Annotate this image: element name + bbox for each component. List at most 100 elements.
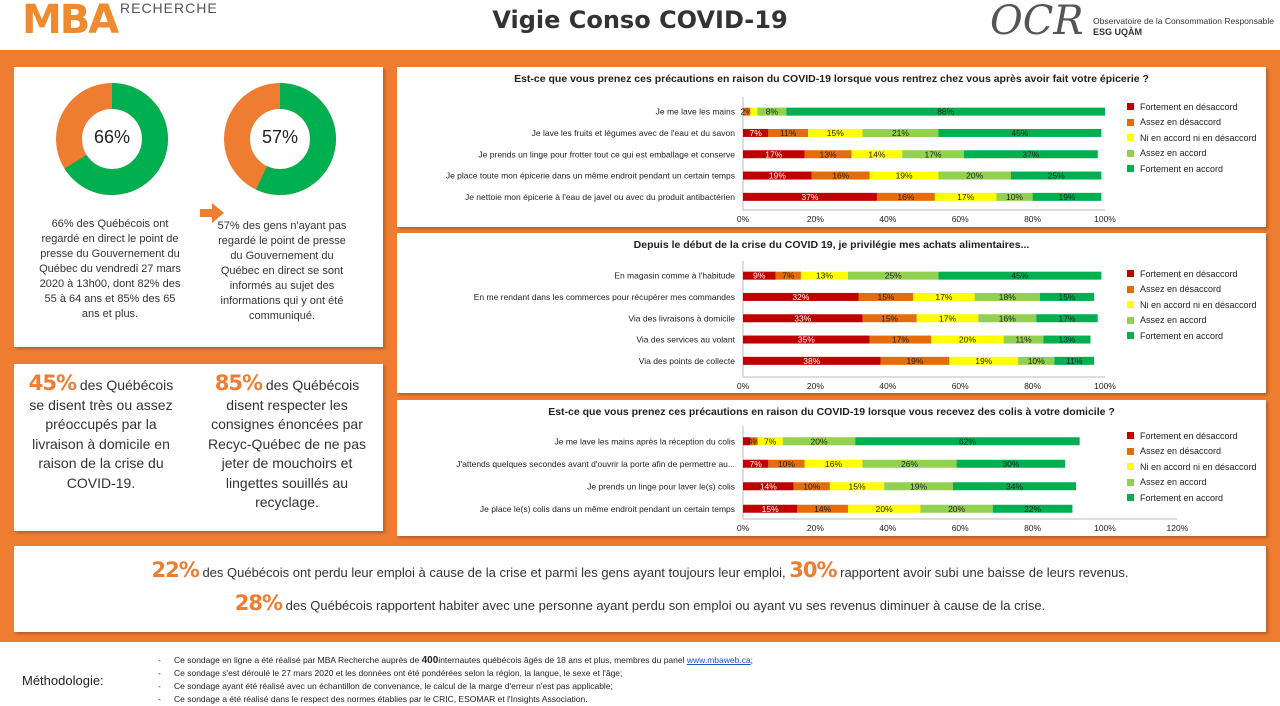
data-label: 16% (832, 171, 849, 181)
data-label: 25% (1048, 171, 1065, 181)
category-label: Via des services au volant (636, 335, 735, 345)
data-label: 15% (849, 481, 866, 491)
legend-label: Assez en désaccord (1140, 117, 1222, 128)
method-punct: ; (750, 655, 754, 665)
stat-recyc-percent: 85% (214, 371, 263, 395)
data-label: 17% (935, 292, 952, 302)
bar-segment (996, 192, 1033, 201)
methodology-item: Ce sondage s'est déroulé le 27 mars 2020… (158, 667, 753, 680)
legend-swatch (1127, 301, 1134, 309)
chart-card-parcels: Est-ce que vous prenez ces précautions e… (397, 400, 1266, 536)
data-label: 7% (764, 436, 777, 446)
category-label: Je nettoie mon épicerie à l'eau de javel… (465, 192, 735, 202)
data-label: 17% (957, 192, 974, 202)
data-label: 17% (765, 149, 782, 159)
data-label: 9% (753, 271, 766, 281)
household-loss-percent: 28% (234, 591, 283, 615)
legend-swatch (1127, 134, 1134, 142)
category-label: J'attends quelques secondes avant d'ouvr… (456, 459, 735, 469)
bar-segment (1003, 335, 1044, 344)
bar-segment (847, 271, 939, 280)
bar-segment (938, 128, 1102, 137)
mba-logo: MBA (22, 0, 119, 43)
stat-delivery-concern: 45% des Québécois se disent très ou asse… (22, 371, 180, 493)
x-tick-label: 100% (1094, 214, 1116, 224)
category-label: Via des livraisons à domicile (628, 313, 735, 323)
donut-2-label: 57% (261, 127, 299, 147)
data-label: 37% (801, 192, 818, 202)
data-label: 19% (1058, 192, 1075, 202)
stacked-bar-chart-2: 0% 20% 40% 60% 80% 100% En magasin comme à l'h… (474, 261, 1116, 391)
data-label: 20% (948, 504, 965, 514)
bar-segment (743, 437, 751, 446)
category-label: Je lave les fruits et légumes avec de l'… (532, 128, 736, 138)
data-label: 7% (750, 128, 763, 138)
bar-segment (952, 482, 1077, 491)
bar-segment (743, 171, 812, 180)
bar-segment (992, 504, 1073, 513)
data-label: 17% (939, 313, 956, 323)
bar-segment (743, 192, 877, 201)
employment-line-1: 22% des Québécois ont perdu leur emploi … (14, 558, 1266, 582)
legend-label: Assez en accord (1140, 315, 1207, 326)
chart-3-title: Est-ce que vous prenez ces précautions e… (548, 406, 1115, 418)
legend-item: Fortement en accord (1127, 161, 1257, 177)
category-label: Je prends un linge pour laver le(s) coli… (587, 481, 735, 491)
income-drop-percent: 30% (789, 558, 837, 582)
methodology-list: Ce sondage en ligne a été réalisé par MB… (158, 654, 753, 706)
data-label: 15% (1058, 292, 1075, 302)
data-label: 26% (901, 459, 918, 469)
legend-label: Fortement en désaccord (1140, 430, 1238, 441)
chart-legend: Fortement en désaccord Assez en désaccord… (1127, 99, 1257, 177)
bar-segment (913, 292, 975, 301)
bar-segment (743, 482, 794, 491)
bar-segment (743, 314, 863, 323)
legend-item: Assez en accord (1127, 146, 1257, 162)
legend-label: Fortement en désaccord (1140, 268, 1238, 279)
bar-segment (974, 292, 1040, 301)
page-title: Vigie Conso COVID-19 (492, 6, 788, 34)
bar-segment (978, 314, 1037, 323)
bar-segment (862, 459, 957, 468)
data-label: 16% (825, 459, 842, 469)
bar-segment (743, 459, 769, 468)
method-sample-size: 400 (421, 655, 439, 666)
data-label: 37% (1022, 149, 1039, 159)
legend-item: Fortement en désaccord (1127, 428, 1257, 444)
legend-label: Ni en accord ni en désaccord (1140, 132, 1257, 143)
legend-swatch (1127, 285, 1134, 293)
x-tick-label: 20% (807, 523, 824, 533)
data-label: 34% (1006, 481, 1023, 491)
data-label: 17% (1058, 313, 1075, 323)
chart-legend: Fortement en désaccord Assez en désaccord… (1127, 266, 1257, 344)
ocr-school: ESG UQÀM (1093, 27, 1274, 38)
data-label: 10% (778, 459, 795, 469)
bar-segment (1054, 356, 1095, 365)
donut-card: 66% 57% 66% des Québécois ont regardé en… (14, 67, 383, 347)
mbaweb-link[interactable]: www.mbaweb.ca (686, 655, 751, 665)
x-tick-label: 40% (879, 214, 896, 224)
legend-swatch (1127, 165, 1134, 173)
bar-segment (800, 271, 848, 280)
x-tick-label: 60% (952, 214, 969, 224)
data-label: 14% (868, 149, 885, 159)
legend-label: Fortement en accord (1140, 330, 1224, 341)
data-label: 33% (794, 313, 811, 323)
bar-segment (869, 171, 939, 180)
bar-segment (829, 482, 885, 491)
stat-recyc-quebec: 85% des Québécois disent respecter les c… (206, 371, 368, 513)
data-label: 35% (798, 335, 815, 345)
bar-segment (916, 314, 979, 323)
x-tick-label: 100% (1094, 523, 1116, 533)
bar-segment (804, 459, 863, 468)
bar-segment (851, 150, 903, 159)
stat-delivery-percent: 45% (28, 371, 77, 395)
bar-segment (743, 504, 798, 513)
data-label: 45% (1011, 271, 1028, 281)
data-label: 17% (925, 149, 942, 159)
job-loss-percent: 22% (151, 558, 200, 582)
legend-swatch (1127, 149, 1134, 157)
data-label: 16% (999, 313, 1016, 323)
data-label: 20% (811, 436, 828, 446)
data-label: 32% (792, 292, 809, 302)
